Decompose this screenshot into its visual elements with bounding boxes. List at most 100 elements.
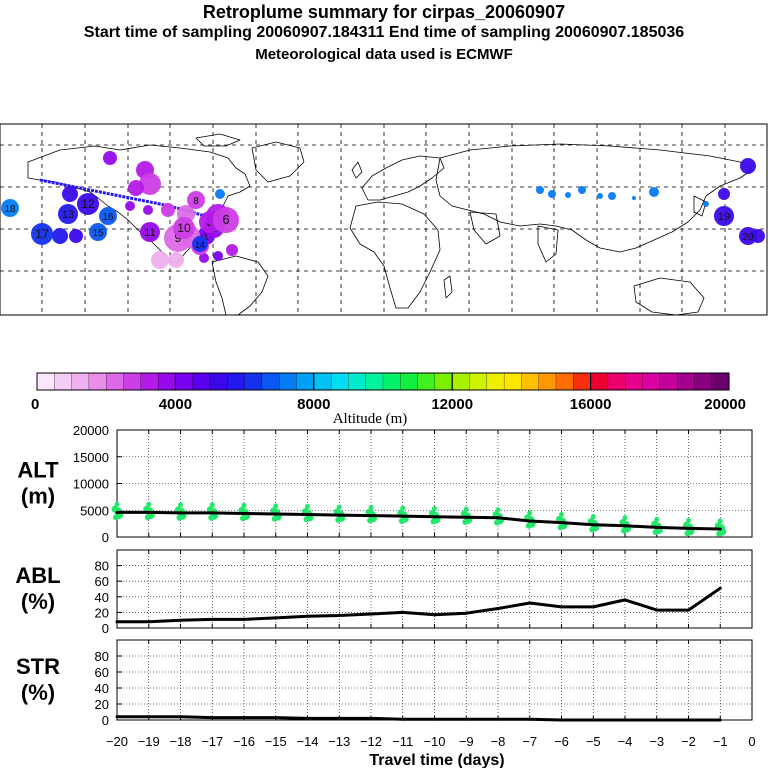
plume-marker — [632, 196, 636, 200]
panel-series-point — [433, 717, 436, 721]
x-axis-title: Travel time (days) — [369, 752, 504, 768]
x-tick-label: −15 — [265, 734, 287, 749]
colorbar-cell — [694, 372, 713, 391]
y-tick-label: 80 — [95, 559, 109, 574]
y-tick-label: 80 — [95, 649, 109, 664]
panel-ylabel-units: (%) — [21, 589, 55, 614]
x-tick-label: −19 — [138, 734, 160, 749]
colorbar-cell — [521, 372, 540, 391]
alt-scatter-point — [208, 514, 215, 521]
time-series-panels: 20000150001000050000ALT(m)806040200ABL(%… — [15, 423, 755, 749]
y-tick-label: 0 — [102, 713, 109, 728]
colorbar-cell — [279, 372, 298, 391]
panel-series-point — [528, 601, 532, 605]
x-tick-label: −16 — [233, 734, 255, 749]
plume-marker — [714, 206, 734, 226]
panel-ylabel: STR — [16, 654, 60, 679]
alt-scatter-point — [303, 516, 310, 523]
x-tick-label: −2 — [681, 734, 696, 749]
colorbar-cell — [469, 372, 488, 391]
colorbar-cell — [625, 372, 644, 391]
x-tick-label: −3 — [649, 734, 664, 749]
colorbar-cell — [573, 372, 592, 391]
panel-series-point — [179, 618, 182, 622]
colorbar-cell — [140, 372, 159, 391]
alt-scatter-point — [273, 503, 279, 509]
panel-series-point — [306, 513, 309, 517]
colorbar-cell — [365, 372, 384, 391]
colorbar-cell — [296, 372, 315, 391]
panel-series-point — [591, 605, 595, 609]
panel-series-point — [623, 718, 627, 722]
alt-scatter-point — [144, 514, 151, 521]
x-tick-label: −10 — [423, 734, 445, 749]
panel-series-point — [464, 717, 468, 721]
alt-scatter-point — [527, 510, 533, 516]
alt-scatter-point — [463, 506, 469, 512]
alt-scatter-point — [336, 504, 342, 510]
alt-scatter-point — [717, 518, 723, 524]
colorbar-cell — [400, 372, 419, 391]
panel-series-point — [655, 525, 659, 529]
colorbar-cell — [36, 372, 55, 391]
colorbar-cell — [192, 372, 211, 391]
plume-marker — [213, 251, 223, 261]
alt-scatter-point — [178, 502, 183, 508]
plume-marker — [151, 251, 169, 269]
x-tick-label: −8 — [491, 734, 506, 749]
met-data-line: Meteorological data used is ECMWF — [255, 46, 513, 63]
plume-marker — [143, 205, 153, 215]
panel-series-point — [115, 620, 119, 624]
chart-title: Retroplume summary for cirpas_20060907 — [202, 2, 566, 22]
africa — [349, 201, 441, 309]
panel-series-point — [464, 515, 468, 519]
x-tick-label: −12 — [360, 734, 382, 749]
x-tick-label: −14 — [296, 734, 318, 749]
colorbar-cell — [452, 372, 471, 391]
plume-marker — [31, 223, 53, 245]
panel-series-line — [117, 510, 721, 531]
colorbar-cell — [711, 372, 730, 391]
colorbar-cell — [417, 372, 436, 391]
plume-marker — [168, 252, 184, 268]
y-tick-label: 20000 — [73, 423, 109, 438]
y-tick-label: 15000 — [73, 450, 109, 465]
colorbar-cell — [175, 372, 194, 391]
alt-scatter-point — [652, 529, 659, 536]
plume-marker-label: 14 — [195, 240, 205, 250]
plume-marker-label: 18 — [5, 204, 16, 215]
colorbar-cell — [590, 372, 609, 391]
panel-series-point — [718, 527, 722, 531]
plume-marker-label: 9 — [174, 230, 181, 245]
panel-series-point — [369, 612, 373, 616]
colorbar-cell — [123, 372, 142, 391]
panel-series-point — [496, 607, 500, 610]
plume-marker-label: 12 — [81, 197, 95, 211]
x-tick-label: −11 — [392, 734, 413, 749]
y-tick-label: 40 — [95, 681, 109, 696]
plume-marker — [52, 228, 68, 244]
panel-series-point — [401, 717, 405, 721]
alt-scatter-point — [400, 505, 406, 511]
plume-marker — [62, 186, 78, 202]
plume-marker — [199, 253, 209, 263]
plume-marker — [89, 223, 107, 241]
panel-series-point — [306, 716, 309, 720]
panel-series-point — [687, 608, 690, 612]
colorbar-cell — [676, 372, 695, 391]
panel-series-point — [115, 715, 119, 719]
panel-series-point — [369, 514, 373, 518]
plume-marker — [565, 192, 571, 198]
plume-marker-label: 16 — [103, 212, 114, 223]
plume-marker — [161, 203, 175, 217]
x-tick-label: −18 — [169, 734, 191, 749]
panel-series-point — [623, 524, 627, 528]
colorbar-tick-label: 0 — [31, 396, 39, 413]
panel-ylabel-units: (%) — [21, 680, 55, 705]
y-tick-label: 60 — [95, 665, 109, 680]
world-map: 1234567891011121314151617181920 — [0, 123, 768, 316]
alt-scatter-point — [209, 502, 215, 508]
india — [537, 225, 559, 263]
asia — [435, 143, 753, 253]
colorbar-cell — [538, 372, 557, 391]
